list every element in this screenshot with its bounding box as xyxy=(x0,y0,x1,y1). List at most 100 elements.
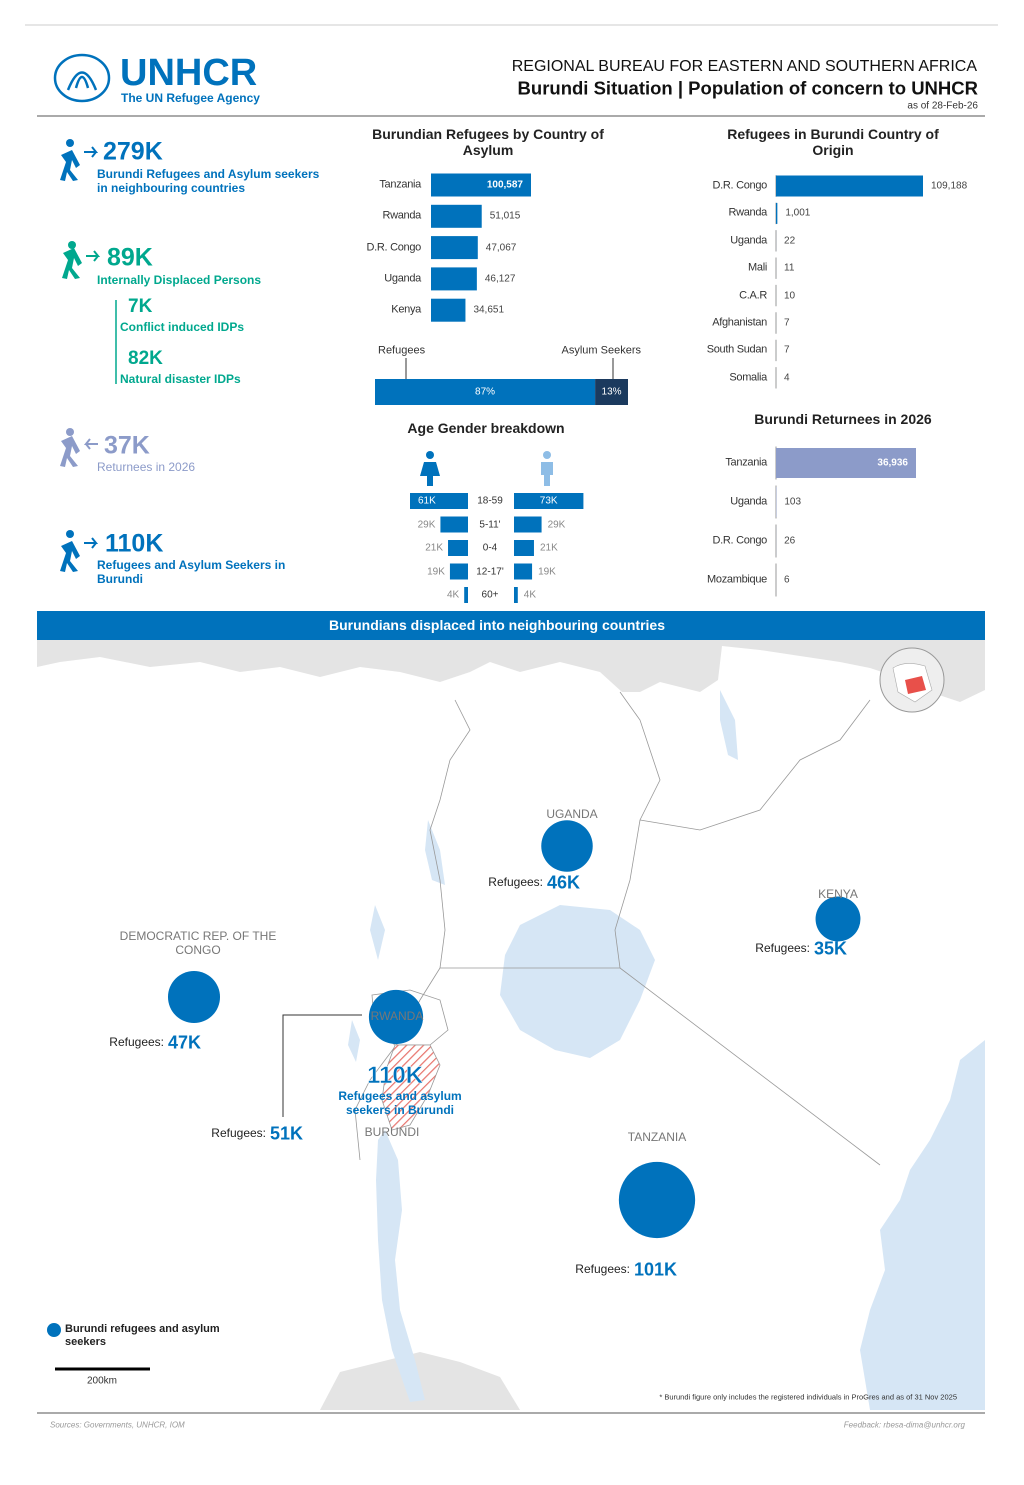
value-prefix: Refugees: xyxy=(575,1262,630,1277)
chart-title: Refugees in Burundi Country of Origin xyxy=(727,126,939,159)
category-label: Rwanda xyxy=(382,209,421,222)
logo-text: UNHCR xyxy=(120,52,258,95)
footnote: * Burundi figure only includes the regis… xyxy=(659,1392,957,1402)
category-label: Somalia xyxy=(729,371,767,384)
value-label: 46K xyxy=(547,872,581,893)
map-banner xyxy=(37,611,985,640)
kpi-label: Internally Displaced Persons xyxy=(97,273,262,287)
kpi-sub-value: 82K xyxy=(128,348,163,370)
value-label: 4K xyxy=(523,589,537,601)
bar xyxy=(440,516,468,533)
gender-icons xyxy=(420,451,553,486)
category-label: Afghanistan xyxy=(712,316,767,329)
bureau: REGIONAL BUREAU FOR EASTERN AND SOUTHERN… xyxy=(511,57,977,75)
chart-title: Burundi Returnees in 2026 xyxy=(754,411,932,427)
date: as of 28-Feb-26 xyxy=(907,100,978,112)
bubble xyxy=(815,896,861,942)
page-title: Burundi Situation | Population of concer… xyxy=(517,77,978,99)
age-label: 12-17' xyxy=(476,565,504,577)
chart-title: Age Gender breakdown xyxy=(407,419,565,436)
logo-tagline: The UN Refugee Agency xyxy=(121,91,260,106)
bar xyxy=(514,540,534,556)
value-prefix: Refugees: xyxy=(211,1126,266,1141)
value-label: 7 xyxy=(784,344,790,356)
category-label: Mali xyxy=(748,261,767,274)
bar xyxy=(431,236,478,260)
value-label: 1,001 xyxy=(785,207,811,219)
feedback: Feedback: rbesa-dima@unhcr.org xyxy=(843,1420,965,1430)
category-label: South Sudan xyxy=(706,344,768,357)
value-label: 35K xyxy=(814,938,848,959)
bar xyxy=(431,298,466,322)
country-label: RWANDA xyxy=(370,1009,424,1024)
value-label: 36,936 xyxy=(877,457,908,469)
value-label: 13% xyxy=(601,386,622,398)
kpi-label: Refugees and Asylum Seekers in Burundi xyxy=(97,558,286,586)
value-label: 26 xyxy=(784,535,796,547)
country-label: KENYA xyxy=(818,887,858,902)
kpi-value: 89K xyxy=(107,243,153,272)
kpi-value: 37K xyxy=(104,431,150,460)
bar xyxy=(431,204,482,228)
category-label: Uganda xyxy=(730,234,767,247)
value-label: 11 xyxy=(784,262,795,274)
value-label: 29K xyxy=(417,518,436,530)
category-label: C.A.R xyxy=(739,289,767,302)
value-label: 51K xyxy=(270,1123,304,1144)
country-label: UGANDA xyxy=(546,807,598,822)
value-label: 21K xyxy=(425,542,444,554)
category-label: Tanzania xyxy=(379,178,421,191)
kpi-value: 279K xyxy=(103,137,163,166)
bar xyxy=(464,587,468,603)
value-label: 4 xyxy=(784,372,790,384)
bar xyxy=(431,173,531,197)
category-label: Mozambique xyxy=(707,573,767,586)
value-label: 10 xyxy=(784,289,796,301)
kpi-label: Returnees in 2026 xyxy=(97,460,196,474)
country-label: BURUNDI xyxy=(364,1125,420,1140)
age-label: 60+ xyxy=(481,589,499,601)
category-label: D.R. Congo xyxy=(712,534,768,547)
kpi-sub-label: Natural disaster IDPs xyxy=(120,372,241,387)
burundi-note: Refugees and asylum seekers in Burundi xyxy=(338,1089,462,1117)
value-prefix: Refugees: xyxy=(755,941,810,956)
value-label: 73K xyxy=(539,495,558,507)
bar xyxy=(514,493,584,509)
value-label: 29K xyxy=(547,518,566,530)
bar xyxy=(776,175,923,197)
country-label: DEMOCRATIC REP. OF THE CONGO xyxy=(119,929,277,957)
value-label: 51,015 xyxy=(489,210,521,222)
sources: Sources: Governments, UNHCR, IOM xyxy=(50,1420,185,1430)
country-label: TANZANIA xyxy=(627,1130,687,1145)
value-label: 19K xyxy=(538,565,556,577)
bar-segment xyxy=(375,379,596,405)
age-label: 0-4 xyxy=(482,542,498,554)
kpi-value: 110K xyxy=(105,529,164,558)
logo-emblem xyxy=(53,53,111,103)
bar xyxy=(514,516,542,533)
value-label: 46,127 xyxy=(484,273,516,285)
age-label: 18-59 xyxy=(477,495,503,507)
value-label: 61K xyxy=(418,495,436,507)
map-title: Burundians displaced into neighbouring c… xyxy=(328,616,666,633)
legend-label: Refugees xyxy=(378,344,426,357)
category-label: D.R. Congo xyxy=(366,241,422,254)
bar xyxy=(448,540,468,556)
kpi-sub-value: 7K xyxy=(128,296,153,318)
category-label: Tanzania xyxy=(725,456,767,469)
bar xyxy=(410,493,468,509)
value-label: 100,587 xyxy=(486,179,523,191)
bar xyxy=(776,448,916,478)
bubble xyxy=(618,1161,696,1239)
value-label: 109,188 xyxy=(931,180,968,192)
bar xyxy=(514,563,533,580)
value-label: 22 xyxy=(784,235,796,247)
bar-segment xyxy=(595,379,628,405)
value-label: 6 xyxy=(784,574,790,586)
bar xyxy=(449,563,468,580)
value-label: 34,651 xyxy=(473,304,505,316)
scale-label: 200km xyxy=(86,1375,118,1387)
value-label: 4K xyxy=(446,589,460,601)
category-label: Uganda xyxy=(384,272,421,285)
